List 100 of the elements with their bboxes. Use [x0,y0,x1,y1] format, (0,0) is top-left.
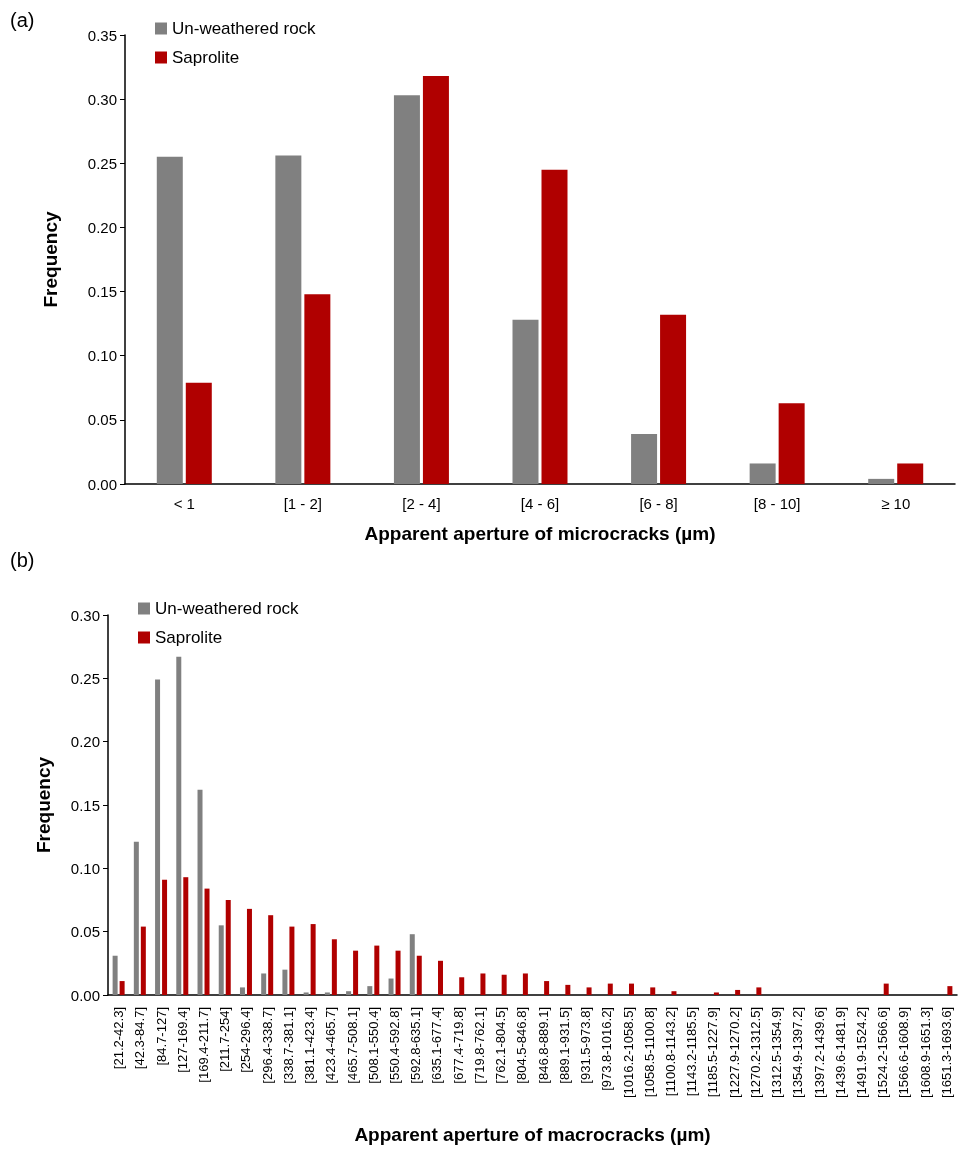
y-tick-label: 0.00 [70,986,100,1004]
x-tick-label: [211.7-254] [217,1007,233,1072]
bar [183,877,189,995]
bar [897,463,924,484]
x-tick-label: [4 - 6] [520,495,560,512]
bar [261,973,267,995]
y-tick-label: 0.15 [87,283,117,301]
x-tick-label: [2 - 4] [402,495,441,512]
bar [501,974,507,995]
bar [756,987,762,995]
x-tick-label: [84.7-127] [153,1007,169,1066]
x-tick-label: [42.3-84.7] [132,1007,148,1070]
y-tick-label: 0.20 [87,218,117,236]
bar [346,991,352,995]
legend-label: Un-weathered rock [172,19,317,38]
bar [156,156,183,484]
bar [374,945,380,995]
text: (b) [10,549,35,571]
x-tick-label: < 1 [173,495,195,512]
x-tick-label: [381.1-423.4] [302,1007,318,1084]
x-tick-label: [1566.6-1608.9] [896,1007,912,1099]
bar [437,960,443,995]
bar [324,992,330,995]
bar [541,169,568,484]
text: (a) [10,9,35,31]
x-tick-label: [338.7-381.1] [280,1007,296,1084]
x-tick-label: [1100.8-1143.2] [662,1007,678,1097]
x-axis-title: Apparent aperture of microcracks (µm) [364,523,716,544]
bar [544,981,550,995]
x-tick-label: ≥ 10 [881,495,911,512]
bar [778,403,805,484]
bar [239,987,245,995]
bar [631,433,658,484]
bar [607,983,613,995]
x-tick-label: [127-169.4] [174,1007,190,1073]
x-tick-label: [1 - 2] [283,495,323,512]
x-tick-label: [635.1-677.4] [429,1007,445,1084]
x-tick-label: [1143.2-1185.5] [684,1007,700,1097]
bar [671,991,677,995]
y-tick-label: 0.15 [70,796,100,814]
x-tick-label: [1312.5-1354.9] [769,1007,785,1099]
bar [409,934,415,995]
bar [459,977,465,995]
bar [303,992,309,995]
x-tick-label: [1651.3-1693.6] [938,1007,954,1099]
x-tick-label: [254-296.4] [238,1007,254,1073]
bar [275,155,302,484]
x-tick-label: [889.1-931.5] [556,1007,572,1084]
x-tick-label: [1227.9-1270.2] [726,1007,742,1099]
y-axis-title: Frequency [40,211,61,308]
bar [395,950,401,995]
x-tick-label: [1185.5-1227.9] [705,1007,721,1098]
x-tick-label: [1058.5-1100.8] [641,1007,657,1098]
y-tick-label: 0.35 [87,26,117,44]
x-tick-label: [1397.2-1439.6] [811,1007,827,1099]
bar [140,926,146,995]
y-tick-label: 0.30 [70,606,100,624]
bar [197,789,203,995]
bar [119,981,125,995]
legend-label: Un-weathered rock [155,599,300,618]
bar [204,888,210,995]
bar [629,983,635,995]
x-tick-label: [465.7-508.1] [344,1007,360,1084]
bar [112,955,118,995]
x-tick-label: [1524.2-1566.6] [875,1007,891,1099]
x-tick-label: [1491.9-1524.2] [853,1007,869,1099]
bar [310,924,316,995]
x-tick-label: [931.5-973.8] [578,1007,594,1084]
bar [393,95,420,484]
x-tick-label: [1354.9-1397.2] [790,1007,806,1099]
x-tick-label: [804.5-846.8] [514,1007,530,1084]
x-axis-title: Apparent aperture of macrocracks (µm) [354,1124,711,1145]
x-tick-label: [508.1-550.4] [365,1007,381,1084]
x-tick-label: [592.8-635.1] [408,1007,424,1084]
bar [304,294,331,484]
x-tick-label: [296.4-338.7] [259,1007,275,1084]
bar [735,989,741,995]
bar [388,978,394,995]
bar [162,879,168,995]
y-tick-label: 0.30 [87,90,117,108]
x-tick-label: [846.8-889.1] [535,1007,551,1084]
bar [565,984,571,995]
y-tick-label: 0.10 [87,347,117,365]
bar [353,950,359,995]
bar [289,926,295,995]
bar [185,382,212,484]
bar [416,955,422,995]
bar [947,986,953,995]
bar [268,915,274,995]
x-tick-label: [762.1-804.5] [493,1007,509,1084]
x-tick-label: [677.4-719.8] [450,1007,466,1084]
bar [522,973,528,995]
x-tick-label: [6 - 8] [639,495,678,512]
x-tick-label: [719.8-762.1] [471,1007,487,1084]
y-tick-label: 0.25 [70,669,100,687]
bar [176,656,182,995]
x-tick-label: [169.4-211.7] [196,1007,212,1083]
bar [367,986,373,995]
x-tick-label: [973.8-1016.2] [599,1007,615,1091]
bar [883,983,889,995]
